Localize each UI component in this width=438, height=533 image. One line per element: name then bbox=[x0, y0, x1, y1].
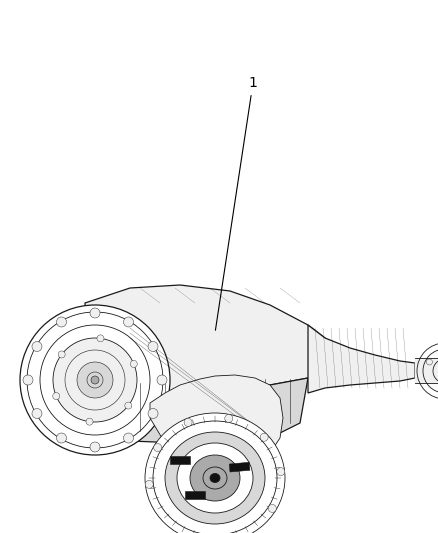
Bar bbox=[170, 456, 190, 464]
Bar bbox=[185, 491, 205, 499]
Circle shape bbox=[268, 504, 276, 512]
Circle shape bbox=[53, 393, 60, 400]
Bar bbox=[230, 462, 250, 472]
Circle shape bbox=[130, 360, 137, 367]
Circle shape bbox=[145, 480, 153, 488]
Ellipse shape bbox=[165, 432, 265, 524]
Circle shape bbox=[90, 442, 100, 452]
Circle shape bbox=[225, 415, 233, 423]
Circle shape bbox=[124, 433, 134, 443]
Circle shape bbox=[427, 359, 432, 365]
Ellipse shape bbox=[190, 455, 240, 501]
Ellipse shape bbox=[153, 421, 277, 533]
Circle shape bbox=[57, 317, 67, 327]
Circle shape bbox=[87, 372, 103, 388]
Text: 1: 1 bbox=[215, 76, 258, 330]
Circle shape bbox=[125, 402, 132, 409]
Polygon shape bbox=[150, 375, 283, 471]
Circle shape bbox=[53, 338, 137, 422]
Circle shape bbox=[20, 305, 170, 455]
Polygon shape bbox=[308, 325, 415, 393]
Polygon shape bbox=[85, 285, 325, 395]
Ellipse shape bbox=[145, 413, 285, 533]
Polygon shape bbox=[88, 378, 308, 443]
Circle shape bbox=[77, 362, 113, 398]
Ellipse shape bbox=[177, 443, 253, 513]
Circle shape bbox=[124, 317, 134, 327]
Circle shape bbox=[32, 408, 42, 418]
Circle shape bbox=[58, 351, 65, 358]
Circle shape bbox=[148, 408, 158, 418]
Circle shape bbox=[277, 467, 285, 475]
Circle shape bbox=[90, 308, 100, 318]
Ellipse shape bbox=[210, 473, 220, 482]
Ellipse shape bbox=[203, 467, 227, 489]
Circle shape bbox=[154, 443, 162, 451]
Circle shape bbox=[97, 335, 104, 342]
Text: 2: 2 bbox=[0, 532, 1, 533]
Circle shape bbox=[157, 375, 167, 385]
Circle shape bbox=[86, 418, 93, 425]
Circle shape bbox=[23, 375, 33, 385]
Circle shape bbox=[260, 433, 268, 441]
Circle shape bbox=[184, 418, 192, 426]
Circle shape bbox=[57, 433, 67, 443]
Circle shape bbox=[148, 342, 158, 351]
Circle shape bbox=[32, 342, 42, 351]
Circle shape bbox=[91, 376, 99, 384]
